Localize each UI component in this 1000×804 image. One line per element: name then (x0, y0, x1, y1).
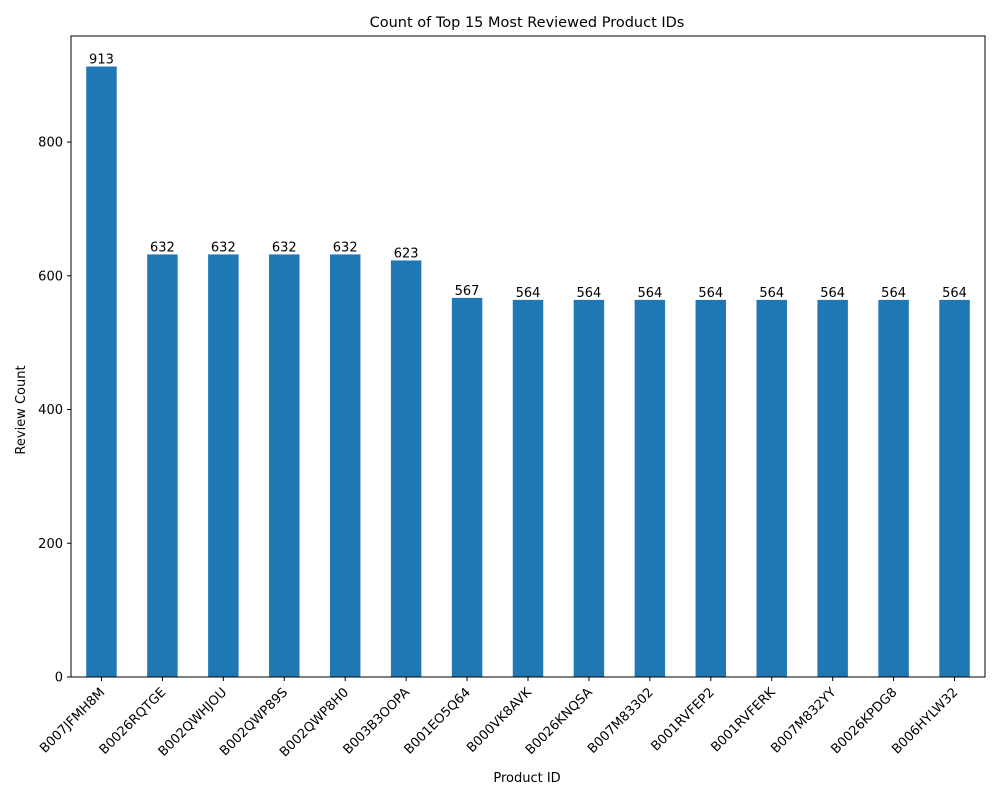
bar-B002QWP8H0 (329, 254, 361, 678)
bars-layer (86, 66, 970, 678)
y-axis: 0 200 400 600 800 (38, 136, 71, 686)
data-label-B0026RQTGE: 632 (150, 240, 175, 255)
data-label-B003B3OOPA: 623 (394, 246, 419, 261)
data-label-B0026KNQSA: 564 (577, 286, 602, 301)
data-label-B001RVFEP2: 564 (698, 286, 723, 301)
data-label-B007JFMH8M: 913 (89, 53, 114, 68)
bar-B0026KPDG8 (878, 299, 909, 677)
x-tick-label: B001RVFEP2 (649, 685, 718, 754)
bar-B002QWHJOU (208, 254, 239, 678)
plot-frame (70, 35, 986, 678)
x-tick-label: B007M83302 (585, 685, 657, 757)
bar-B007JFMH8M (86, 66, 117, 678)
data-label-B001EO5Q64: 567 (455, 284, 480, 299)
data-label-B007M832YY: 564 (820, 286, 845, 301)
data-label-B001RVFERK: 564 (759, 286, 784, 301)
data-labels-layer: 913 632 632 632 632 623 567 564 564 564 564 564 564 5… (89, 53, 967, 301)
data-label-B002QWP89S: 632 (272, 240, 297, 255)
bar-B001RVFEP2 (695, 299, 727, 677)
bar-B006HYLW32 (939, 299, 970, 677)
data-label-B006HYLW32: 564 (942, 286, 967, 301)
bar-B001EO5Q64 (451, 297, 483, 677)
y-tick-label: 400 (38, 403, 63, 418)
y-tick-label: 0 (55, 671, 63, 686)
y-tick-label: 600 (38, 269, 63, 284)
chart-title: Count of Top 15 Most Reviewed Product ID… (370, 15, 685, 31)
bar-B007M83302 (634, 299, 666, 677)
data-label-B0026KPDG8: 564 (881, 286, 906, 301)
data-label-B002QWHJOU: 632 (211, 240, 236, 255)
data-label-B000VK8AVK: 564 (516, 286, 541, 301)
x-axis: B007JFMH8MB0026RQTGEB002QWHJOUB002QWP89S… (37, 677, 961, 760)
y-tick-label: 800 (38, 136, 63, 151)
y-tick-label: 200 (38, 537, 63, 552)
bar-B001RVFERK (756, 299, 787, 677)
bar-B0026RQTGE (147, 254, 178, 678)
bar-B002QWP89S (269, 254, 300, 678)
bar-B007M832YY (817, 299, 848, 677)
data-label-B007M83302: 564 (637, 286, 662, 301)
x-axis-label: Product ID (493, 771, 560, 786)
bar-B0026KNQSA (573, 299, 605, 677)
bar-B003B3OOPA (390, 260, 422, 677)
y-axis-label: Review Count (14, 365, 29, 454)
bar-B000VK8AVK (512, 299, 544, 677)
data-label-B002QWP8H0: 632 (333, 240, 358, 255)
